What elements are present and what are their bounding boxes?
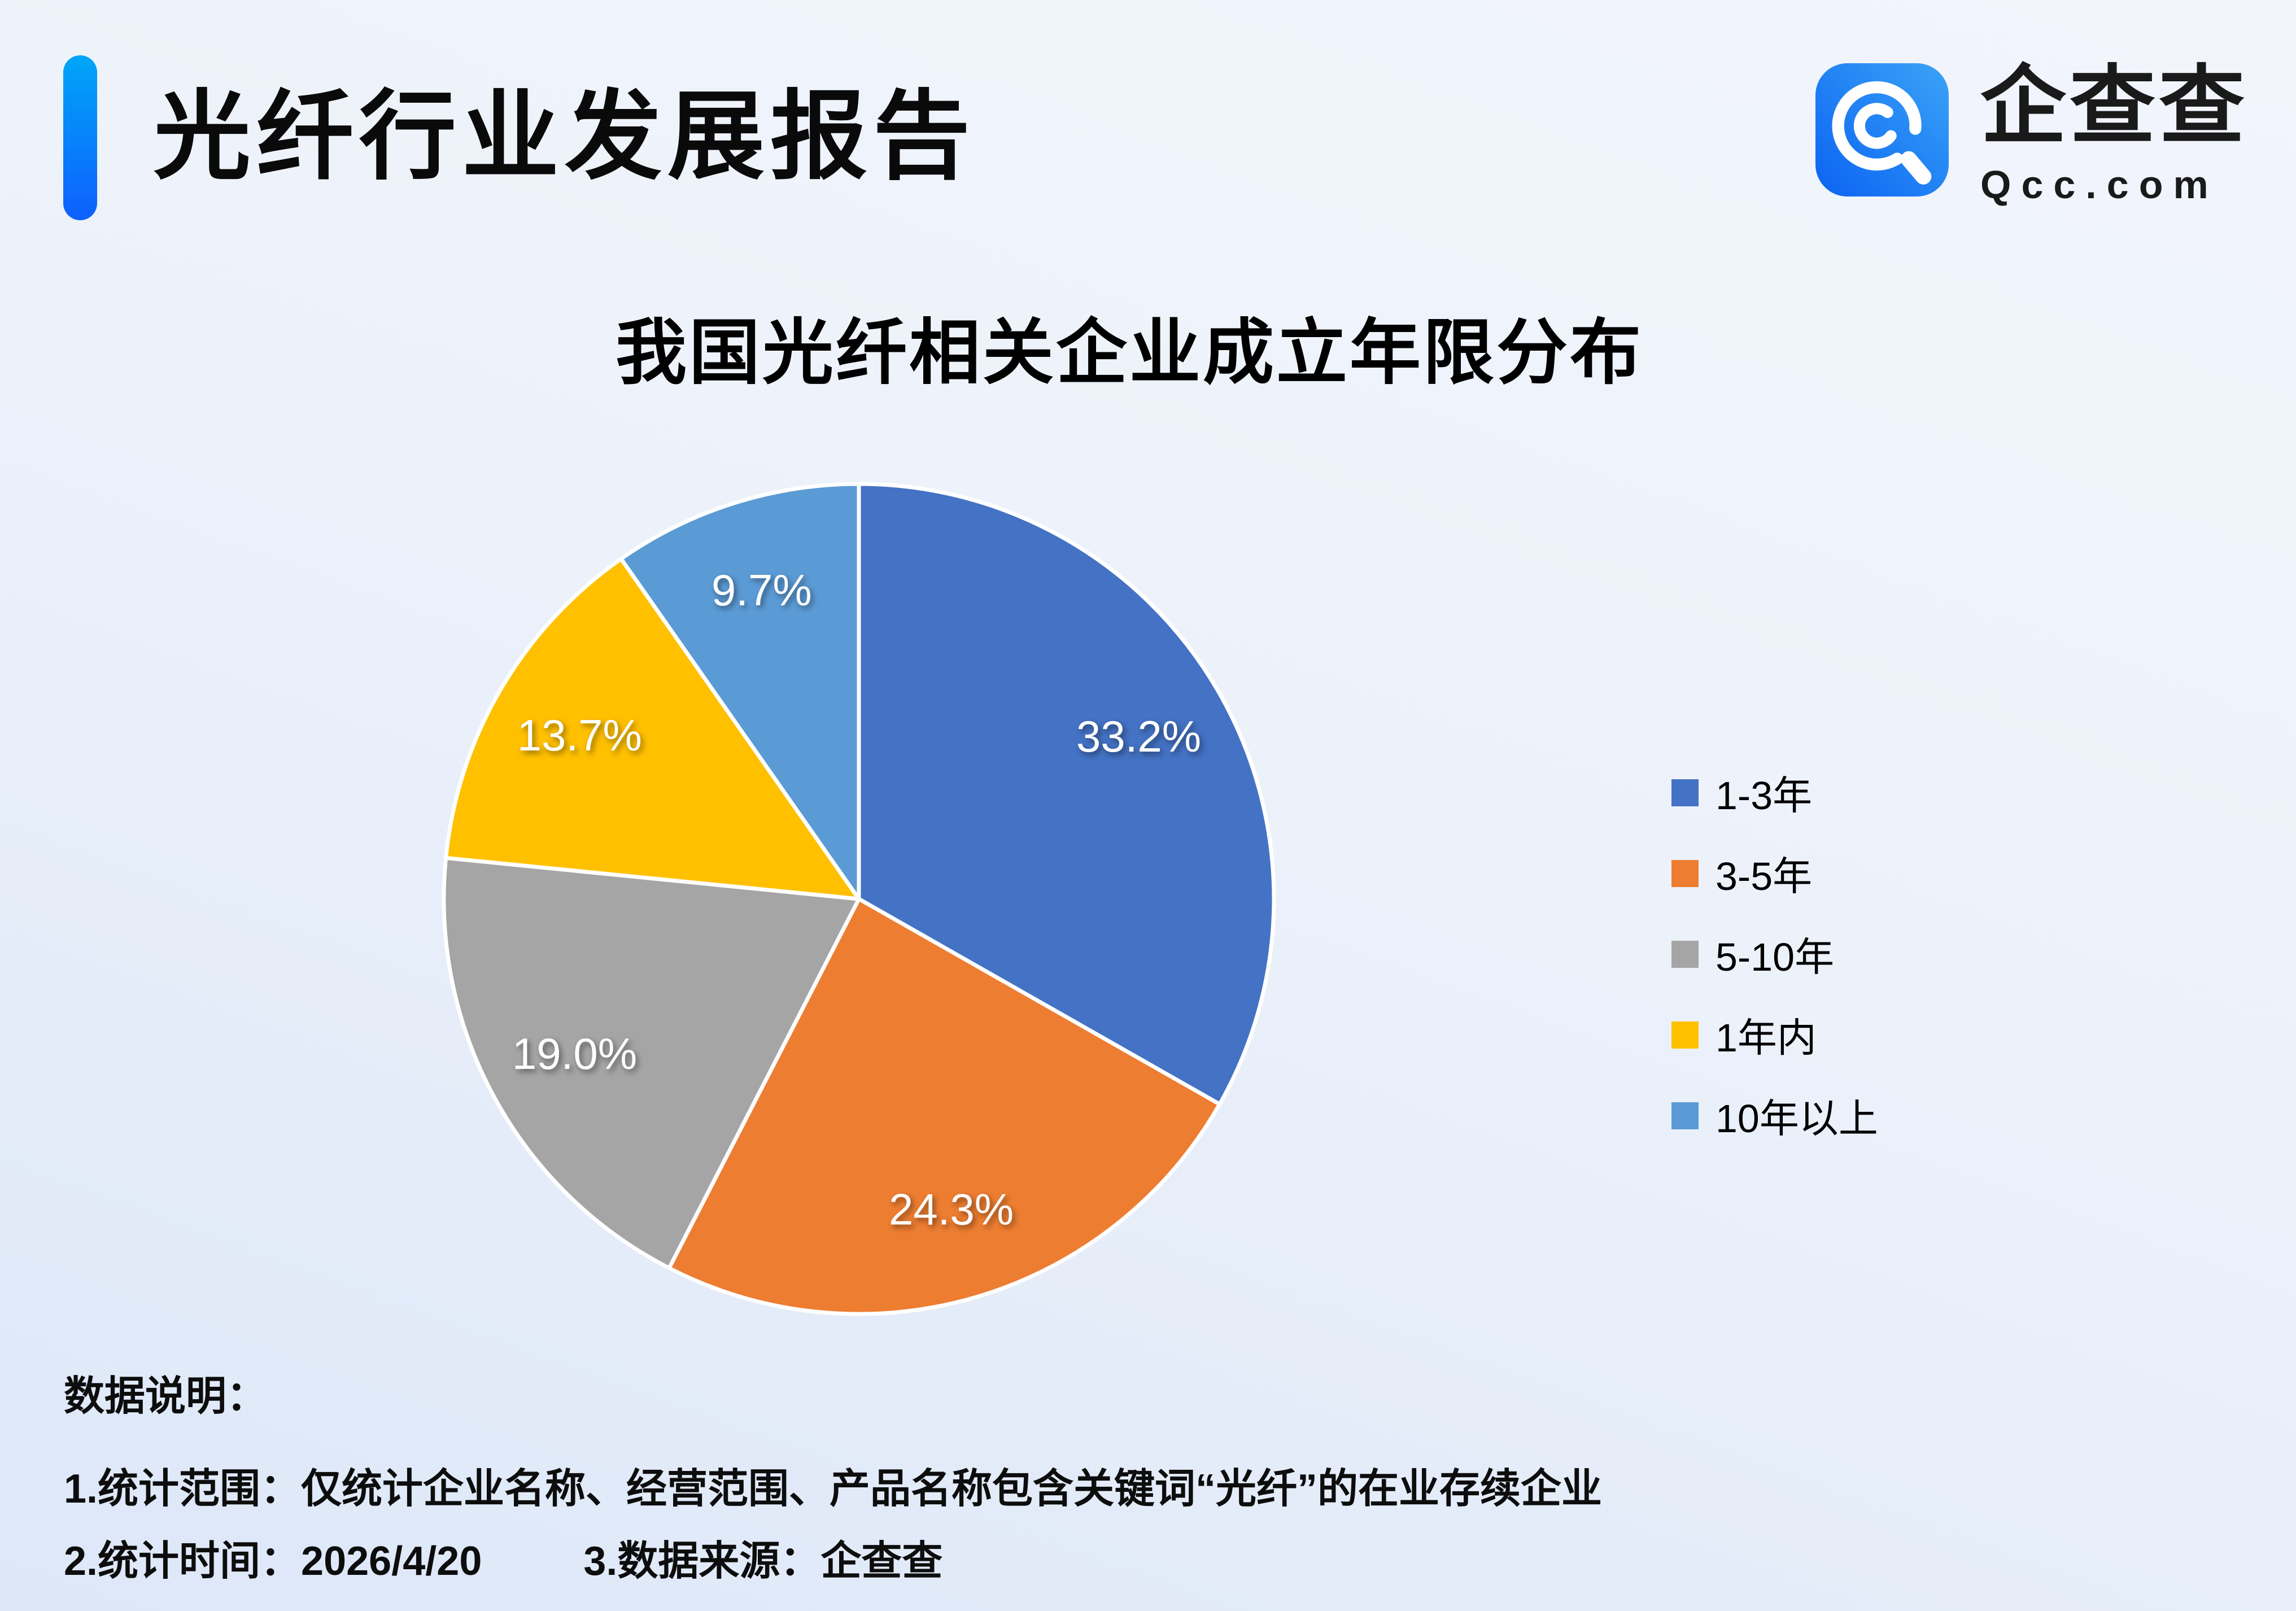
notes-heading: 数据说明： [64,1374,268,1419]
pie-label-5-10年: 19.0% [512,1029,637,1079]
legend-label: 10年以上 [1716,1097,1878,1141]
pie-label-3-5年: 24.3% [889,1185,1014,1234]
pie-slice-5-10年 [442,855,861,1271]
pie-label-10年以上: 9.7% [712,565,812,615]
legend-item-3-5年: 3-5年 [1671,833,1878,914]
qcc-logo-icon [1815,63,1949,197]
report-title: 光纤行业发展报告 [154,82,976,191]
pie-slice-10年以上 [619,482,861,901]
title-accent-bar [63,55,97,220]
note-stat-date: 2.统计时间：2026/4/20 [64,1539,482,1584]
legend-swatch-1-3年 [1671,779,1699,806]
legend-swatch-1年内 [1671,1021,1699,1049]
note-line-1: 1.统计范围：仅统计企业名称、经营范围、产品名称包含关键词“光纤”的在业存续企业 [64,1466,1603,1512]
legend-item-1年内: 1年内 [1671,994,1878,1075]
chart-legend: 1-3年 3-5年 5-10年 1年内 10年以上 [1671,752,1878,1156]
legend-label: 5-10年 [1716,935,1835,979]
legend-item-10年以上: 10年以上 [1671,1075,1878,1156]
note-line-2: 2.统计时间：2026/4/20 3.数据来源：企查查 [64,1538,942,1585]
pie-label-1-3年: 33.2% [1076,711,1201,761]
legend-label: 1年内 [1716,1016,1817,1060]
legend-label: 3-5年 [1716,854,1813,898]
legend-swatch-5-10年 [1671,940,1699,968]
note-data-source: 3.数据来源：企查查 [583,1539,943,1584]
legend-swatch-3-5年 [1671,859,1699,887]
pie-chart: 33.2% 24.3% 19.0% 13.7% 9.7% [442,482,1276,1316]
logo-domain: Qcc.com [1980,163,2219,207]
qcc-logo-text: 企查查 Qcc.com [1980,63,2248,204]
pie-slice-1年内 [444,557,861,901]
chart-title: 我国光纤相关企业成立年限分布 [616,313,1643,392]
legend-item-5-10年: 5-10年 [1671,914,1878,994]
legend-item-1-3年: 1-3年 [1671,752,1878,833]
pie-slice-1-3年 [857,482,1276,1106]
legend-swatch-10年以上 [1671,1102,1699,1129]
qcc-logo: 企查查 Qcc.com [1815,63,2248,204]
logo-name: 企查查 [1980,58,2248,154]
legend-label: 1-3年 [1716,774,1813,818]
pie-label-1年内: 13.7% [517,710,642,760]
